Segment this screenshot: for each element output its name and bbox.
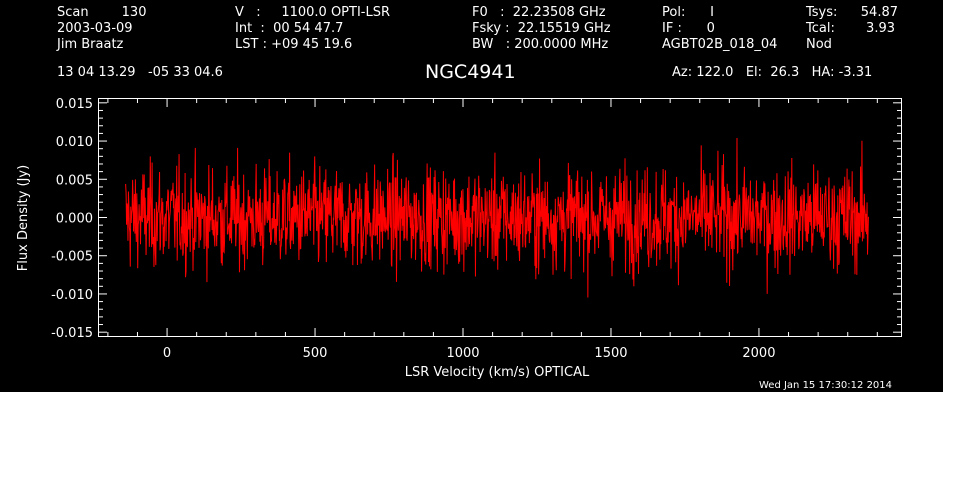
axis-ticks [99, 99, 901, 336]
tsys-value: 54.87 [860, 5, 898, 20]
tcal-value: 3.93 [866, 21, 895, 36]
y-tick-label: -0.005 [51, 250, 93, 265]
y-tick-labels: -0.015 -0.010 -0.005 0.000 0.005 0.010 0.015 [51, 97, 93, 341]
tcal-label: Tcal: [806, 21, 835, 36]
x-tick-label: 500 [303, 346, 328, 361]
y-tick-label: -0.015 [51, 326, 93, 341]
y-tick-label: 0.010 [56, 135, 93, 150]
sky-frequency: Fsky : 22.15519 GHz [472, 21, 611, 36]
y-tick-label: 0.000 [56, 212, 93, 227]
polarization: Pol: I [662, 5, 714, 20]
y-axis-label: Flux Density (Jy) [16, 165, 31, 271]
observer-name: Jim Braatz [57, 37, 124, 52]
x-tick-label: 2000 [742, 346, 775, 361]
rest-frequency: F0 : 22.23508 GHz [472, 5, 606, 20]
az-el-ha: Az: 122.0 El: 26.3 HA: -3.31 [672, 65, 873, 80]
x-tick-label: 1000 [446, 346, 479, 361]
if-number: IF : 0 [662, 21, 715, 36]
y-tick-label: 0.015 [56, 97, 93, 112]
x-tick-label: 0 [163, 346, 171, 361]
velocity-info: V : 1100.0 OPTI-LSR [235, 5, 391, 20]
switching-mode: Nod [806, 37, 832, 52]
plot-timestamp: Wed Jan 15 17:30:12 2014 [759, 380, 893, 391]
scan-number: Scan 130 [57, 5, 147, 20]
spectrum-series-line [125, 137, 869, 298]
observation-date: 2003-03-09 [57, 21, 133, 36]
y-tick-label: 0.005 [56, 173, 93, 188]
integration-time: Int : 00 54 47.7 [235, 21, 344, 36]
y-tick-label: -0.010 [51, 288, 93, 303]
plot-frame [98, 98, 902, 337]
x-tick-label: 1500 [594, 346, 627, 361]
source-coordinates: 13 04 13.29 -05 33 04.6 [57, 65, 223, 80]
bandwidth: BW : 200.0000 MHz [472, 37, 609, 52]
lst-value: LST : +09 45 19.6 [235, 37, 353, 52]
spectrum-trace [125, 137, 869, 298]
tsys-label: Tsys: [806, 5, 838, 20]
x-tick-labels: 0 500 1000 1500 2000 [163, 346, 776, 361]
x-axis-label: LSR Velocity (km/s) OPTICAL [405, 365, 590, 380]
project-id: AGBT02B_018_04 [662, 37, 778, 52]
source-name: NGC4941 [425, 61, 516, 83]
